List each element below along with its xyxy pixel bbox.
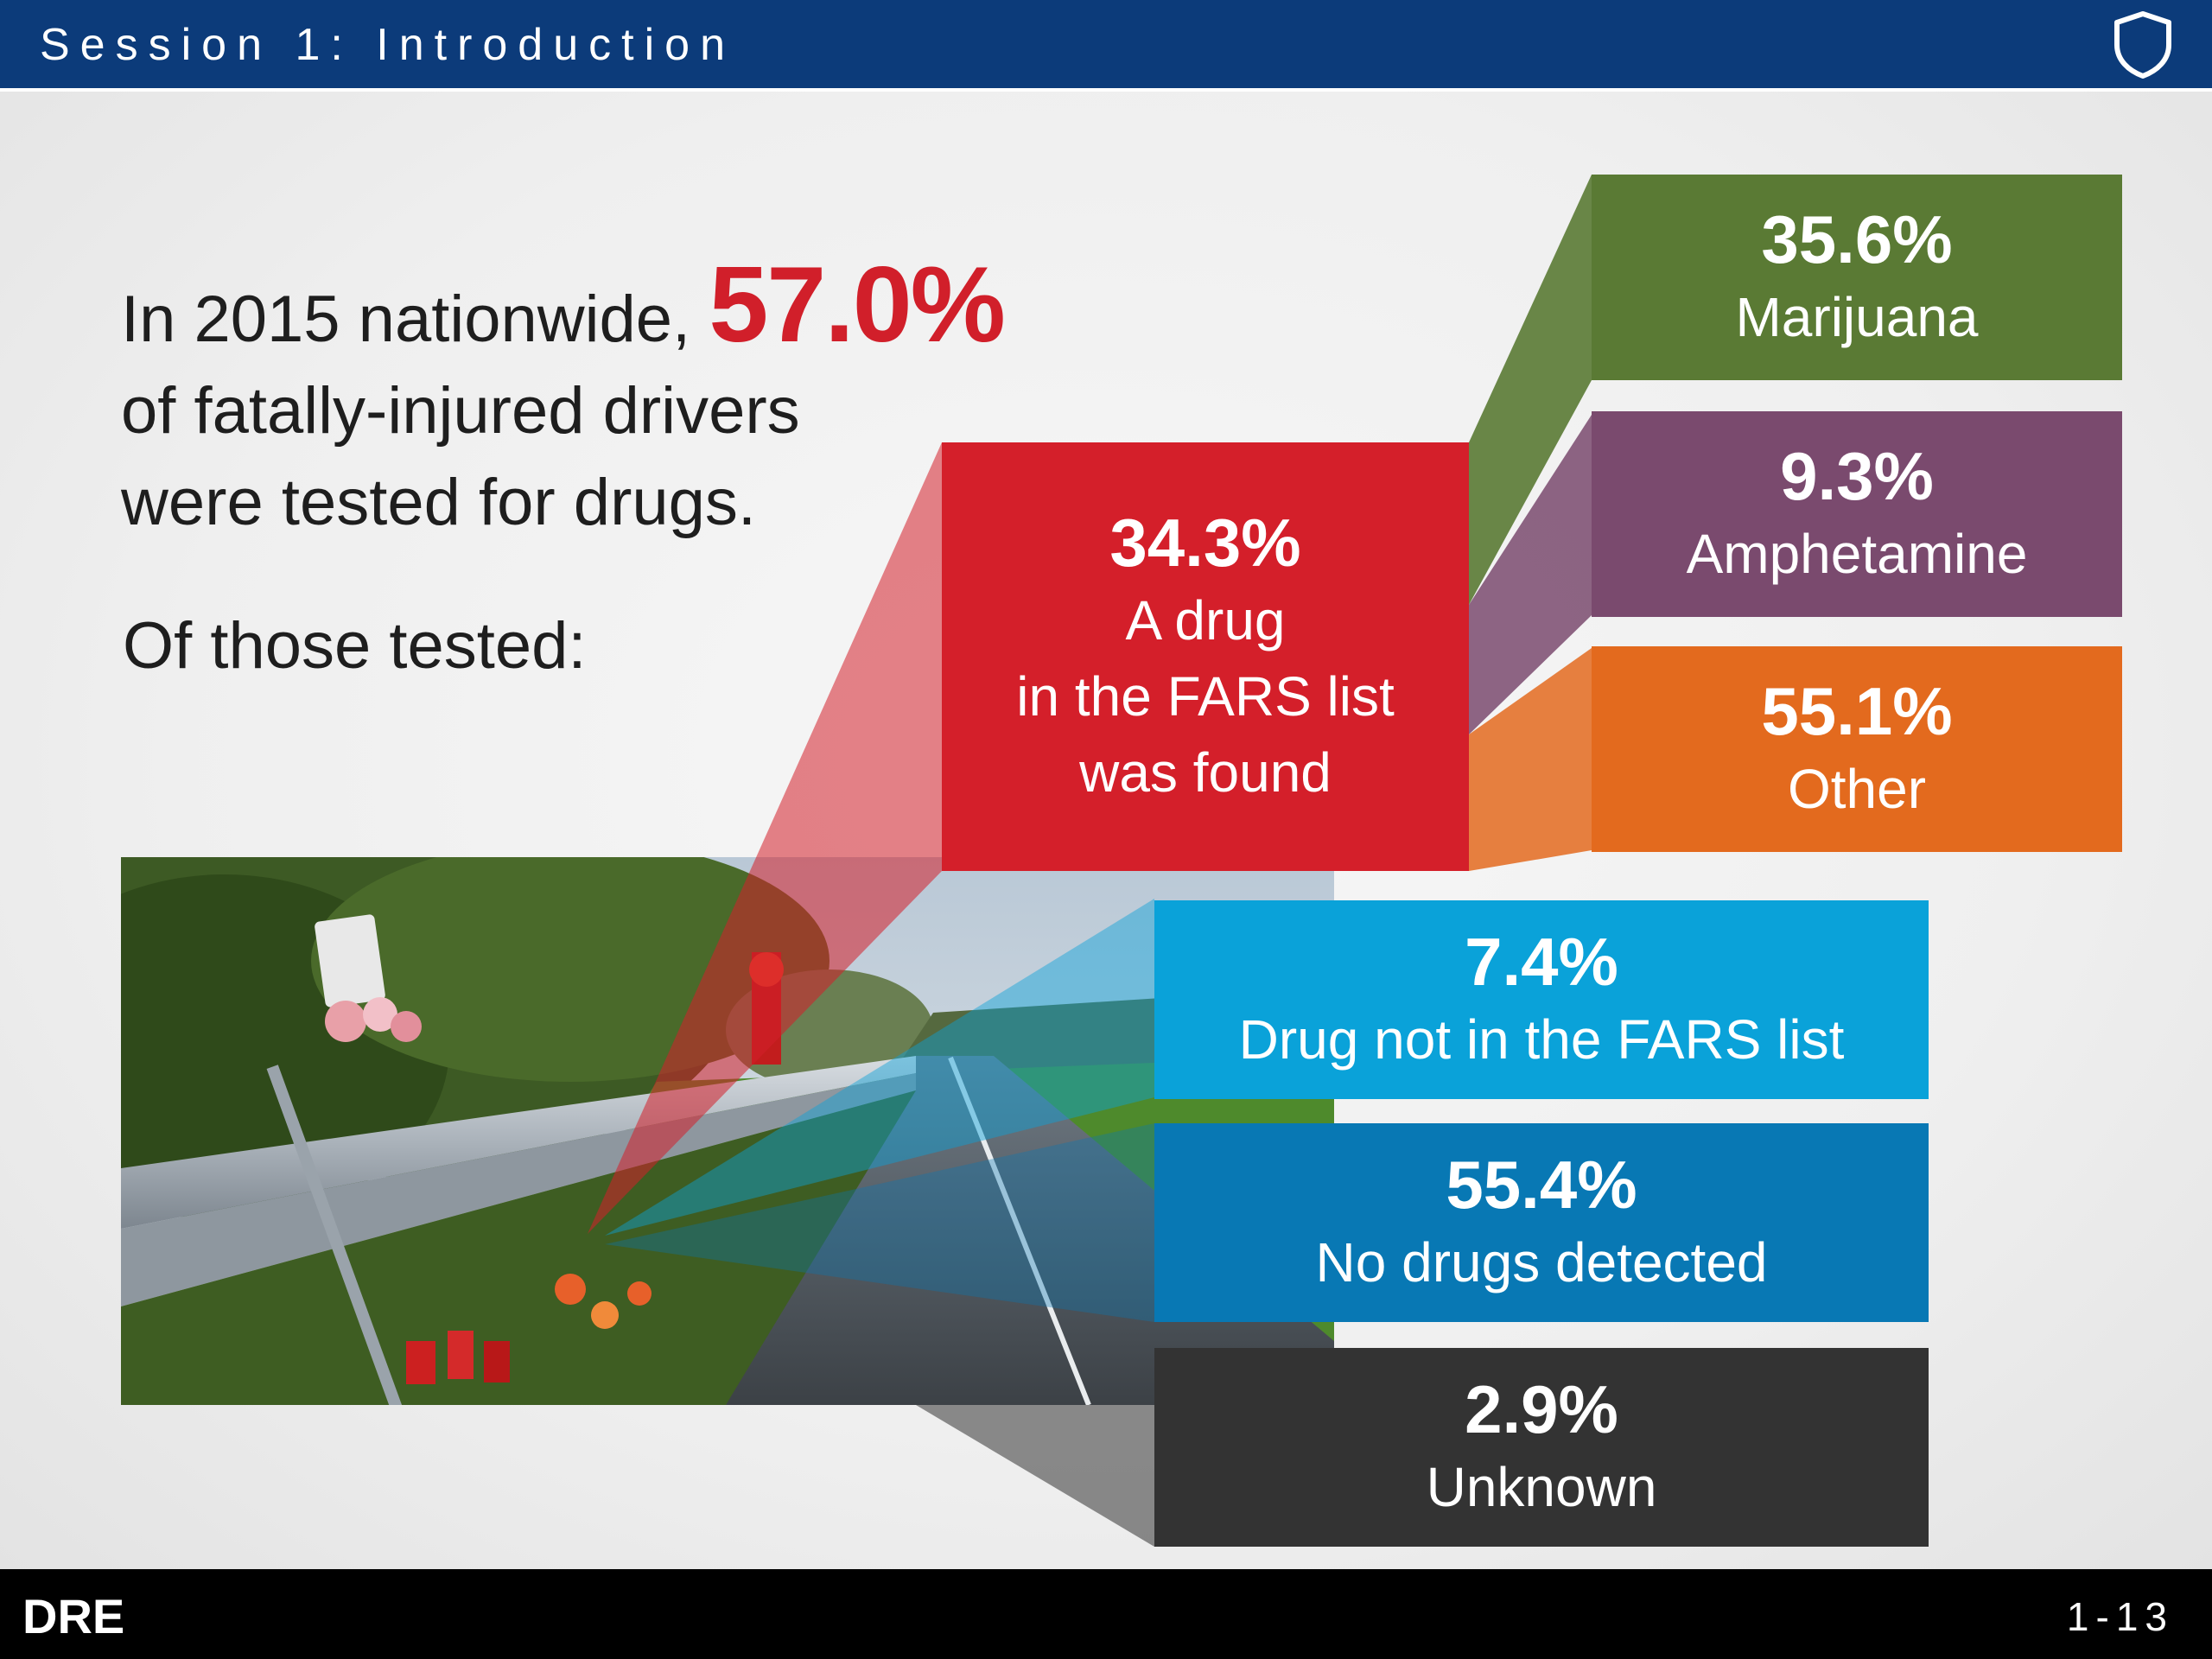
- intro-line2: of fatally-injured drivers: [121, 374, 800, 448]
- page-number: 1-13: [2066, 1594, 2174, 1639]
- amphetamine-percentage: 9.3%: [1780, 438, 1934, 514]
- no-drugs-label: No drugs detected: [1315, 1231, 1768, 1294]
- shield-icon: [2114, 11, 2171, 79]
- amphetamine-label: Amphetamine: [1686, 523, 2028, 585]
- other-drug-percentage: 55.1%: [1761, 673, 1953, 749]
- fars-label-line: A drug: [1125, 589, 1286, 652]
- highlight-percentage: 57.0%: [709, 245, 1006, 365]
- header-bar: Session 1: Introduction: [0, 0, 2212, 88]
- amphetamine-box: 9.3% Amphetamine: [1592, 411, 2122, 617]
- intro-line1: In 2015 nationwide,: [121, 283, 691, 356]
- other-drug-box: 55.1% Other: [1592, 646, 2122, 852]
- header-rule: [0, 88, 2212, 92]
- unknown-label: Unknown: [1426, 1456, 1657, 1518]
- fars-label-line: was found: [1079, 741, 1332, 804]
- other-drug-label: Other: [1787, 758, 1927, 820]
- not-fars-label: Drug not in the FARS list: [1238, 1008, 1845, 1071]
- marijuana-box: 35.6% Marijuana: [1592, 175, 2122, 380]
- fars-label-line: in the FARS list: [1016, 665, 1395, 728]
- not-fars-box: 7.4% Drug not in the FARS list: [1154, 900, 1929, 1099]
- footer-brand: DRE: [22, 1589, 125, 1643]
- unknown-box: 2.9% Unknown: [1154, 1348, 1929, 1547]
- no-drugs-percentage: 55.4%: [1446, 1147, 1637, 1223]
- not-fars-percentage: 7.4%: [1465, 924, 1618, 1000]
- subhead-text: Of those tested:: [123, 609, 587, 683]
- fars-percentage: 34.3%: [1109, 505, 1301, 581]
- intro-line3: were tested for drugs.: [121, 466, 757, 539]
- marijuana-percentage: 35.6%: [1761, 201, 1953, 277]
- intro-text: In 2015 nationwide, 57.0% of fatally-inj…: [121, 251, 1006, 549]
- fars-drug-box: 34.3% A drug in the FARS list was found: [942, 442, 1469, 871]
- footer-bar: DRE 1-13: [0, 1569, 2212, 1659]
- no-drugs-box: 55.4% No drugs detected: [1154, 1123, 1929, 1322]
- session-title: Session 1: Introduction: [40, 20, 735, 70]
- unknown-percentage: 2.9%: [1465, 1371, 1618, 1447]
- marijuana-label: Marijuana: [1735, 286, 1979, 348]
